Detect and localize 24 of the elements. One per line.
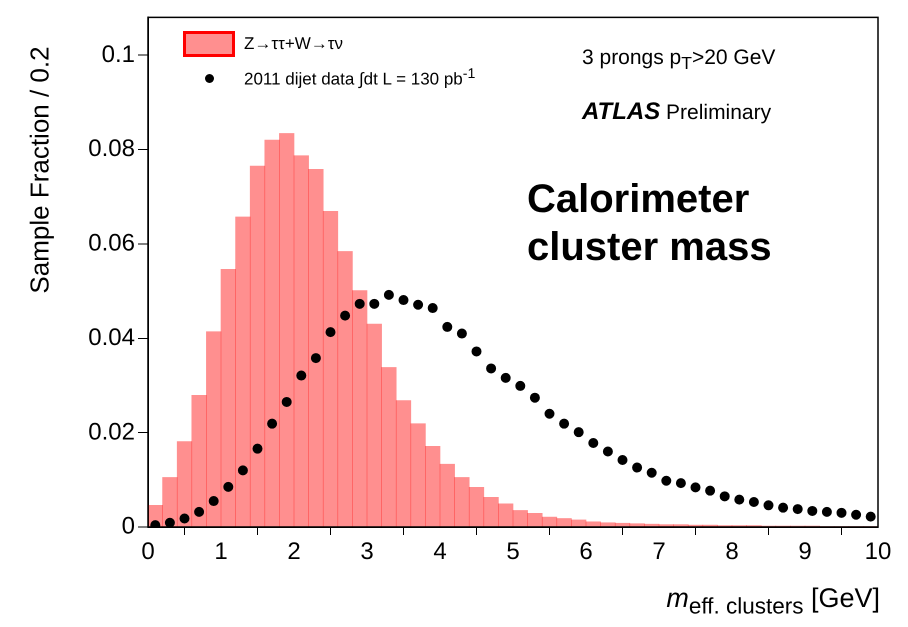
x-axis-title: m$_{eff. clusters}$ [GeV] [666, 583, 880, 620]
x-tick-label: 3 [360, 538, 374, 566]
x-tick-label: 2 [287, 538, 301, 566]
legend-label: 2011 dijet data ∫dt L = 130 pb$^{-1}$ [244, 66, 476, 90]
x-tick-label: 6 [579, 538, 593, 566]
y-axis-title: Sample Fraction / 0.2 [24, 46, 56, 294]
x-tick-label: 10 [864, 538, 892, 566]
x-tick-label: 8 [725, 538, 739, 566]
x-tick-label: 5 [506, 538, 520, 566]
annotation: 3 prongs p$_{T}$>20 GeV [582, 46, 776, 74]
legend-label: Z→ττ+W→τν [244, 34, 344, 54]
x-tick-label: 0 [141, 538, 155, 566]
y-tick-label: 0.02 [88, 418, 135, 446]
y-tick-label: 0.04 [88, 324, 135, 351]
x-tick-label: 1 [214, 538, 228, 566]
annotation: ATLAS Preliminary [582, 98, 772, 126]
y-tick-label: 0.08 [88, 135, 135, 162]
y-tick-label: 0.1 [102, 40, 135, 68]
x-tick-label: 7 [652, 538, 666, 566]
y-tick-label: 0.06 [88, 230, 135, 257]
y-tick-label: 0 [122, 512, 135, 540]
x-tick-label: 9 [798, 538, 812, 566]
annotation: Calorimeter cluster mass [527, 176, 773, 271]
x-tick-label: 4 [433, 538, 447, 566]
